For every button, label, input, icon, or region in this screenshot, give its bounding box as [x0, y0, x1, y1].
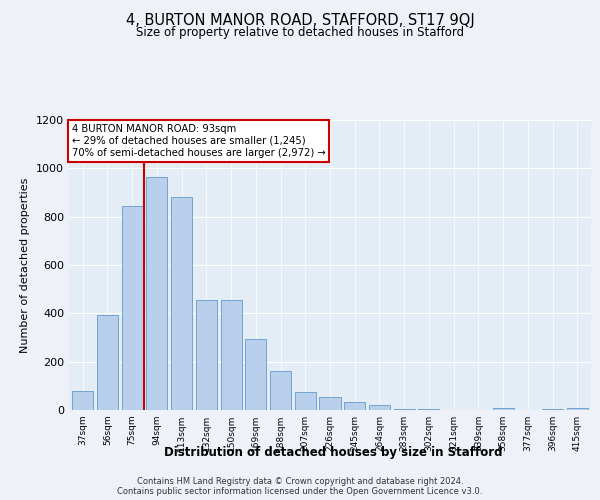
Bar [344, 402, 365, 410]
Bar [122, 206, 143, 410]
Bar [493, 408, 514, 410]
Bar [171, 198, 192, 410]
Bar [196, 300, 217, 410]
Bar [270, 372, 291, 410]
Text: Contains HM Land Registry data © Crown copyright and database right 2024.: Contains HM Land Registry data © Crown c… [137, 476, 463, 486]
Bar [394, 409, 415, 410]
Bar [418, 409, 439, 410]
Bar [97, 314, 118, 410]
Text: Distribution of detached houses by size in Stafford: Distribution of detached houses by size … [164, 446, 502, 459]
Bar [72, 390, 93, 410]
Bar [295, 392, 316, 410]
Bar [245, 338, 266, 410]
Text: Size of property relative to detached houses in Stafford: Size of property relative to detached ho… [136, 26, 464, 39]
Y-axis label: Number of detached properties: Number of detached properties [20, 178, 31, 352]
Text: 4 BURTON MANOR ROAD: 93sqm
← 29% of detached houses are smaller (1,245)
70% of s: 4 BURTON MANOR ROAD: 93sqm ← 29% of deta… [71, 124, 325, 158]
Bar [567, 408, 588, 410]
Bar [146, 177, 167, 410]
Text: Contains public sector information licensed under the Open Government Licence v3: Contains public sector information licen… [118, 486, 482, 496]
Bar [542, 409, 563, 410]
Bar [369, 405, 390, 410]
Bar [221, 300, 242, 410]
Text: 4, BURTON MANOR ROAD, STAFFORD, ST17 9QJ: 4, BURTON MANOR ROAD, STAFFORD, ST17 9QJ [125, 12, 475, 28]
Bar [319, 396, 341, 410]
